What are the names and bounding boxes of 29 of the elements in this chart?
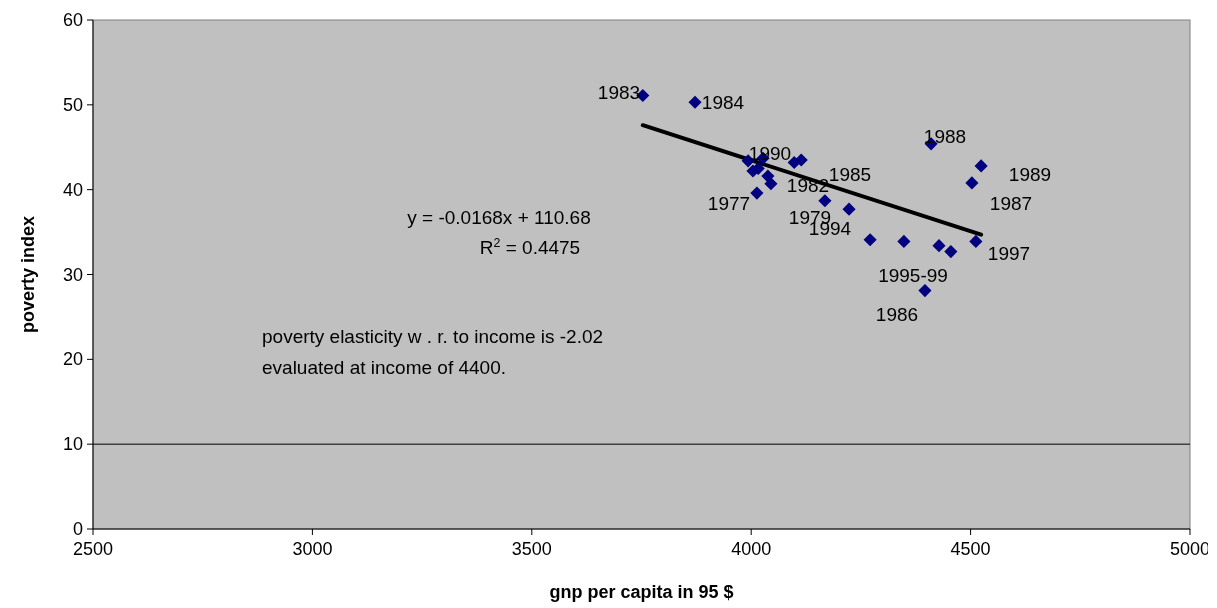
annotation: 1983	[597, 82, 641, 103]
annotation: 1986	[875, 304, 919, 325]
annotation: 1990	[748, 143, 792, 164]
y-tick-label: 30	[62, 264, 83, 285]
annotation: 1984	[701, 92, 745, 113]
y-tick-label: 10	[62, 434, 83, 455]
annotation: evaluated at income of 4400.	[262, 357, 507, 378]
annotation: 1995-99	[878, 265, 948, 286]
x-axis-title: gnp per capita in 95 $	[549, 582, 734, 602]
annotation: R$^{2}$ = 0.4475	[479, 236, 581, 258]
y-tick-label: 60	[62, 10, 83, 30]
y-tick-label: 20	[62, 349, 83, 370]
annotation: 1987	[989, 193, 1033, 214]
annotation: poverty elasticity w . r. to income is -2.02	[262, 326, 604, 347]
y-tick-label: 40	[62, 179, 83, 200]
annotation: y = -0.0168x + 110.68	[407, 207, 591, 228]
y-tick-label: 0	[72, 519, 83, 539]
annotation: 1988	[923, 126, 967, 147]
x-tick-label: 2500	[72, 539, 114, 559]
y-tick-label: 50	[62, 94, 83, 115]
annotation: 1997	[987, 243, 1031, 264]
annotation: 1989	[1008, 164, 1052, 185]
x-tick-label: 3500	[511, 539, 552, 559]
y-axis-title: poverty index	[18, 215, 38, 334]
annotation: 1985	[828, 164, 872, 185]
annotation: 1977	[707, 193, 751, 214]
x-tick-label: 3000	[292, 539, 333, 559]
x-tick-label: 4500	[950, 539, 991, 559]
x-tick-label: 4000	[731, 539, 772, 559]
